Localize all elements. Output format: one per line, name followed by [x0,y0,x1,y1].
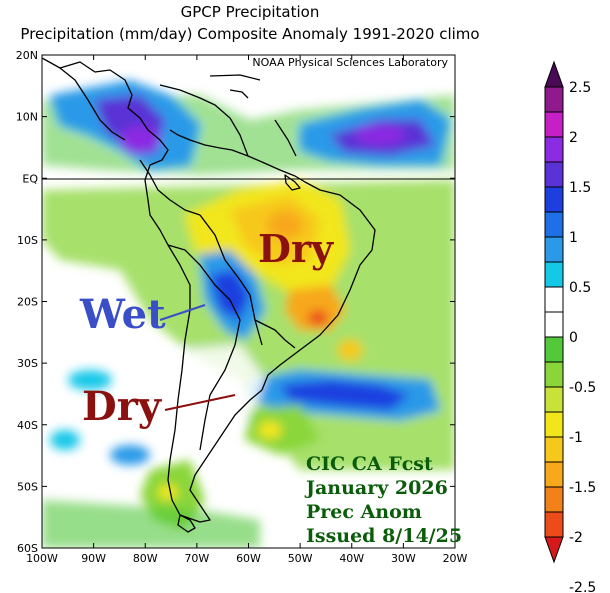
colorbar-bin [544,136,564,163]
colorbar-label: 1 [569,230,578,246]
y-tick-label: 10S [17,234,38,247]
credit-label: NOAA Physical Sciences Laboratory [252,56,448,69]
y-tick-label: 60S [17,542,38,555]
y-tick-label: 40S [17,419,38,432]
colorbar-bin [544,361,564,388]
y-tick-label: 50S [17,480,38,493]
colorbar-bin [544,236,564,263]
dry-south-label: Dry [82,383,163,430]
colorbar-bin [544,86,564,113]
colorbar-bin [544,336,564,363]
y-tick-label: 20S [17,296,38,309]
colorbar-label: -0.5 [569,380,596,396]
coastlines [42,57,376,533]
colorbar-bin [544,286,564,313]
wet-label: Wet [79,291,166,338]
colorbar-bin [544,536,564,564]
colorbar-bin [544,386,564,413]
x-tick-label: 50W [288,552,313,565]
colorbar-bin [544,311,564,338]
x-axis: 100W 90W 80W 70W 60W 50W 40W 30W 20W [26,55,468,565]
x-tick-label: 70W [184,552,209,565]
colorbar-label: -2.5 [569,580,596,593]
y-tick-label: 10N [16,111,38,124]
colorbar-bin [544,111,564,138]
forecast-line-4: Issued 8/14/25 [306,525,462,547]
y-axis: 20N 10N EQ 10S 20S 30S 40S 50S 60S [16,49,455,555]
colorbar-bin [544,486,564,513]
colorbar-bin [544,461,564,488]
y-tick-label: 30S [17,357,38,370]
colorbar-bin [544,511,564,538]
colorbar-label: -1.5 [569,480,596,496]
colorbar-label: 2 [569,130,578,146]
colorbar-label: 0.5 [569,280,591,296]
colorbar-bin [544,411,564,438]
chart-title: GPCP Precipitation [180,3,320,21]
colorbar-label: 1.5 [569,180,591,196]
x-tick-label: 80W [133,552,158,565]
colorbar-bin [544,261,564,288]
forecast-block: CIC CA Fcst January 2026 Prec Anom Issue… [304,453,462,547]
colorbar-label: -2 [569,530,583,546]
colorbar-bin [544,161,564,188]
forecast-line-3: Prec Anom [306,501,422,523]
colorbar-label: -1 [569,430,583,446]
wet-pointer-line [159,304,206,321]
x-tick-label: 20W [443,552,468,565]
dry-pointer-line [164,394,236,411]
colorbar-label: 0 [569,330,578,346]
x-tick-label: 60W [236,552,261,565]
y-tick-label: EQ [22,172,38,185]
colorbar-label: 2.5 [569,80,591,96]
colorbar-bin [544,436,564,463]
x-tick-label: 30W [391,552,416,565]
anomaly-field [42,80,455,548]
forecast-line-1: CIC CA Fcst [306,453,433,475]
forecast-line-2: January 2026 [304,477,448,499]
chart-subtitle: Precipitation (mm/day) Composite Anomaly… [20,25,480,43]
dry-north-label: Dry [258,226,334,271]
x-tick-label: 90W [81,552,106,565]
colorbar-bin [544,60,564,88]
x-tick-label: 100W [26,552,58,565]
colorbar-bin [544,186,564,213]
x-tick-label: 40W [339,552,364,565]
colorbar-bin [544,211,564,238]
y-tick-label: 20N [16,49,38,62]
colorbar: 2.5 2 1.5 1 0.5 0 -0.5 -1 -1.5 -2 -2.5 [544,60,596,593]
